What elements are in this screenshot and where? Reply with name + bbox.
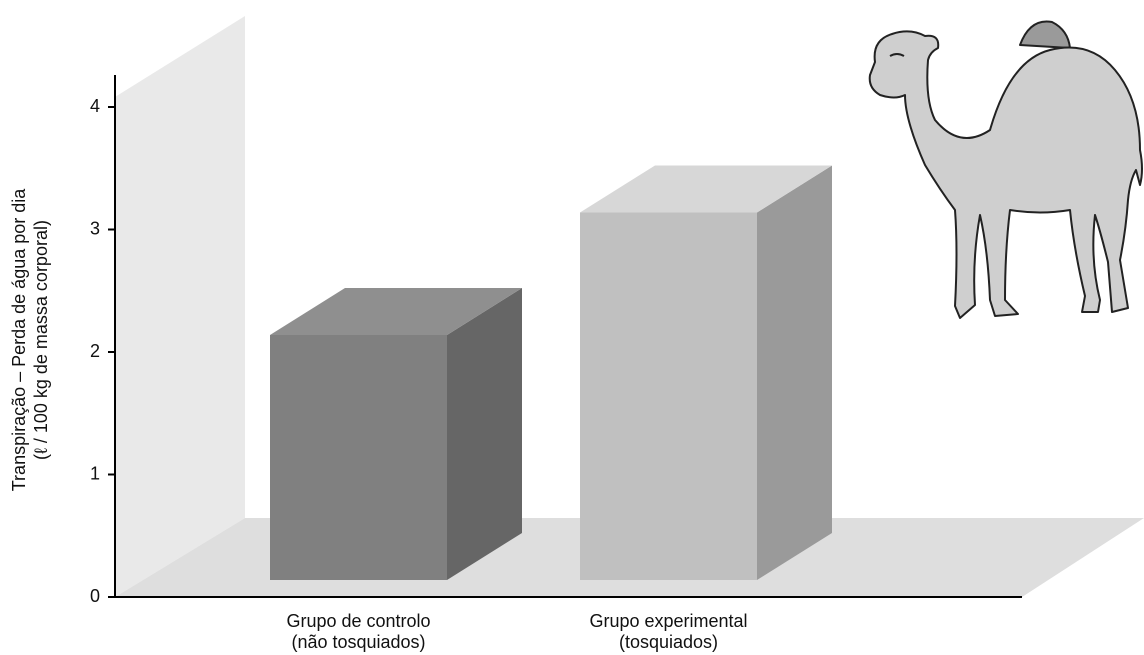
x-tick-label: (tosquiados) — [619, 632, 718, 652]
y-axis-label: Transpiração – Perda de água por dia — [9, 188, 29, 492]
y-tick-label: 0 — [90, 586, 100, 606]
camel — [870, 21, 1142, 318]
bar-side — [447, 288, 522, 580]
y-tick-label: 4 — [90, 96, 100, 116]
y-axis-label: (ℓ / 100 kg de massa corporal) — [31, 220, 51, 460]
back-wall — [115, 16, 245, 597]
x-tick-label: Grupo experimental — [589, 611, 747, 631]
y-tick-label: 1 — [90, 463, 100, 483]
x-tick-label: (não tosquiados) — [291, 632, 425, 652]
y-tick-label: 2 — [90, 341, 100, 361]
bar — [270, 335, 447, 580]
bar-side — [757, 166, 832, 581]
bar — [580, 213, 757, 581]
chart: Transpiração – Perda de água por dia (ℓ … — [0, 0, 1144, 655]
y-tick-label: 3 — [90, 218, 100, 238]
x-tick-label: Grupo de controlo — [286, 611, 430, 631]
